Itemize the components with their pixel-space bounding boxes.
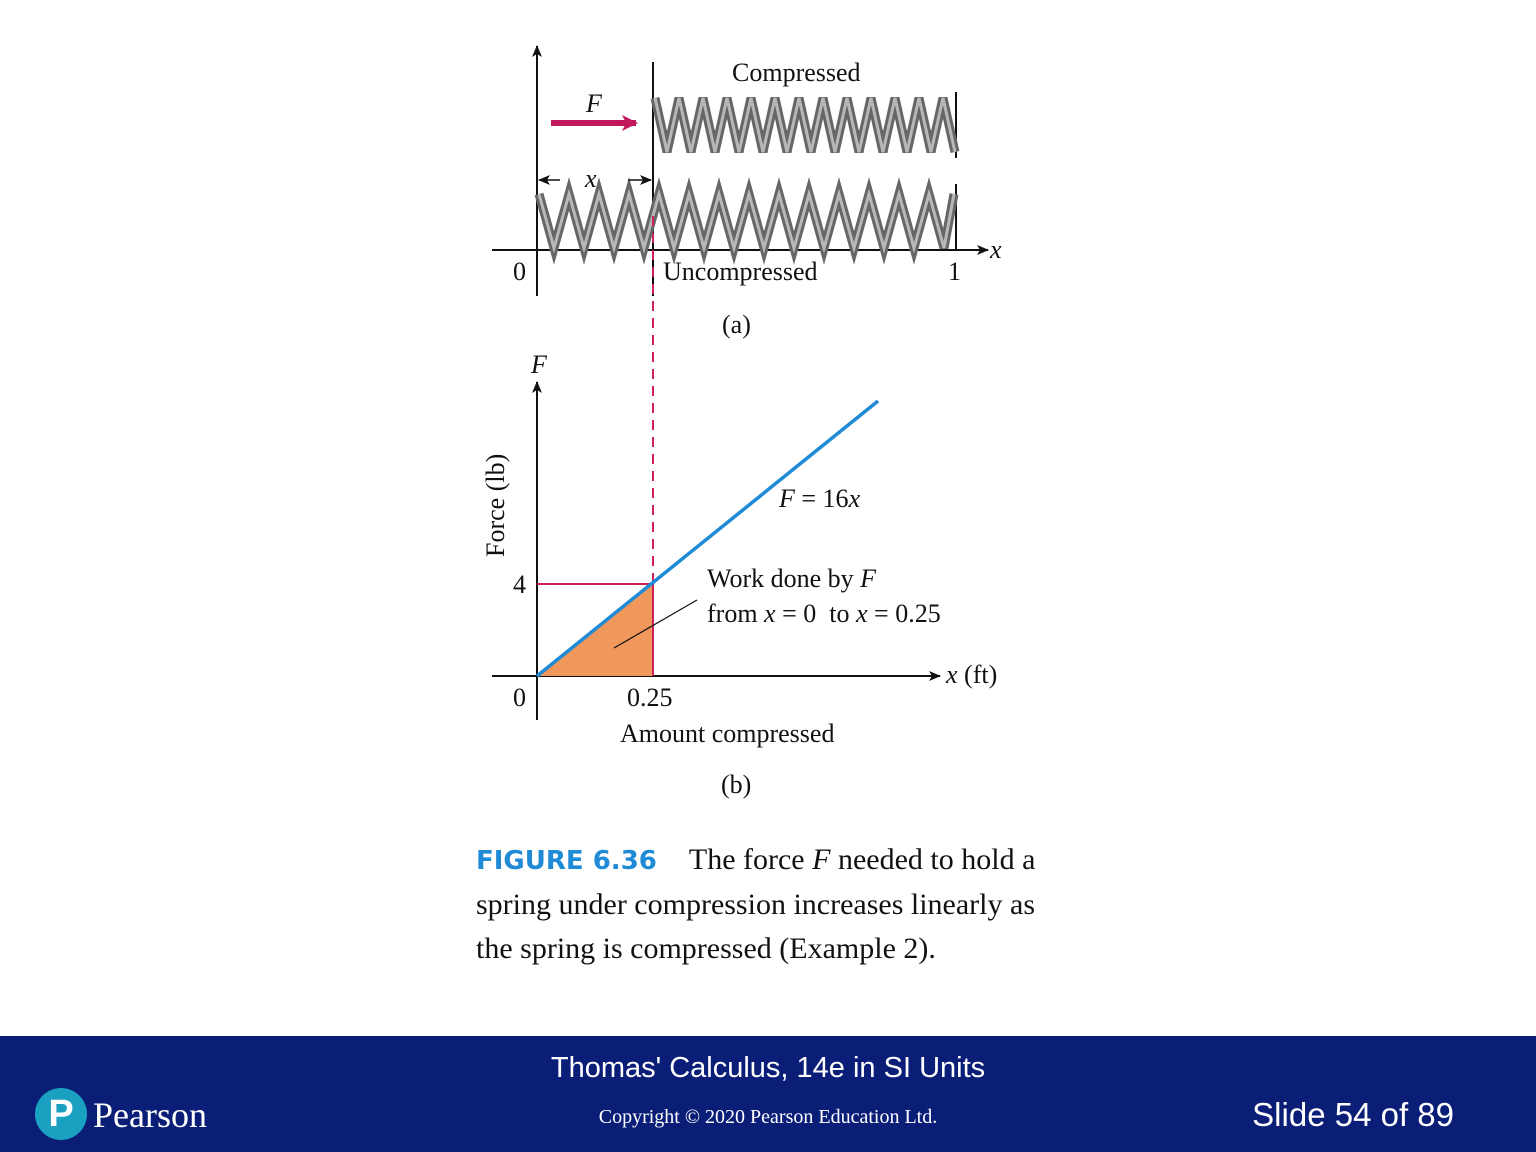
b-y-tick-4: 4 — [513, 570, 526, 599]
copyright-text: Copyright © 2020 Pearson Education Ltd. — [598, 1106, 938, 1128]
x-dimension-label: x — [584, 164, 597, 193]
pearson-logo-icon: P — [35, 1088, 87, 1140]
b-axis-y-label: F — [530, 350, 548, 379]
b-x-tick-025: 0.25 — [627, 683, 673, 712]
uncompressed-spring — [534, 177, 959, 265]
compressed-label: Compressed — [732, 58, 861, 87]
a-axis-x-label: x — [989, 235, 1002, 264]
compressed-spring — [650, 97, 960, 153]
panel-b-label: (b) — [721, 770, 751, 799]
work-label-line2: from x = 0 to x = 0.25 — [707, 599, 941, 628]
a-tick-0: 0 — [513, 257, 526, 286]
b-x-title: Amount compressed — [620, 719, 834, 748]
spring-figure: x 0 1 F x Compressed Uncompressed (a) — [481, 45, 1002, 799]
b-origin-label: 0 — [513, 683, 526, 712]
caption-text-1: The force — [688, 843, 813, 876]
uncompressed-label: Uncompressed — [663, 257, 818, 286]
a-tick-1: 1 — [948, 257, 961, 286]
line-equation-label: F = 16x — [778, 484, 861, 513]
caption-figure-label: FIGURE 6.36 — [476, 846, 657, 876]
panel-a-label: (a) — [722, 310, 751, 339]
work-leader-line — [613, 599, 698, 649]
b-x-axis-label: x (ft) — [945, 660, 997, 689]
caption-text-F: F — [812, 843, 831, 876]
diagram-b: F Force (lb) F = 16x 4 Work done by F fr… — [481, 350, 997, 799]
brand-name: Pearson — [93, 1095, 207, 1135]
figure-caption: FIGURE 6.36 The force F needed to hold a … — [476, 838, 1076, 971]
force-label: F — [585, 89, 603, 118]
diagram-a: x 0 1 F x Compressed Uncompressed (a) — [492, 45, 1002, 339]
logo-letter: P — [48, 1093, 74, 1135]
b-y-title: Force (lb) — [481, 454, 510, 557]
footer-bar: Thomas' Calculus, 14e in SI Units Copyri… — [0, 1036, 1536, 1152]
caption-text-2: needed to hold a spring under compressio… — [476, 843, 1036, 965]
work-label-line1: Work done by F — [707, 564, 877, 593]
force-line-series — [535, 399, 880, 678]
book-title: Thomas' Calculus, 14e in SI Units — [550, 1052, 986, 1084]
slide-counter: Slide 54 of 89 — [1252, 1096, 1454, 1133]
